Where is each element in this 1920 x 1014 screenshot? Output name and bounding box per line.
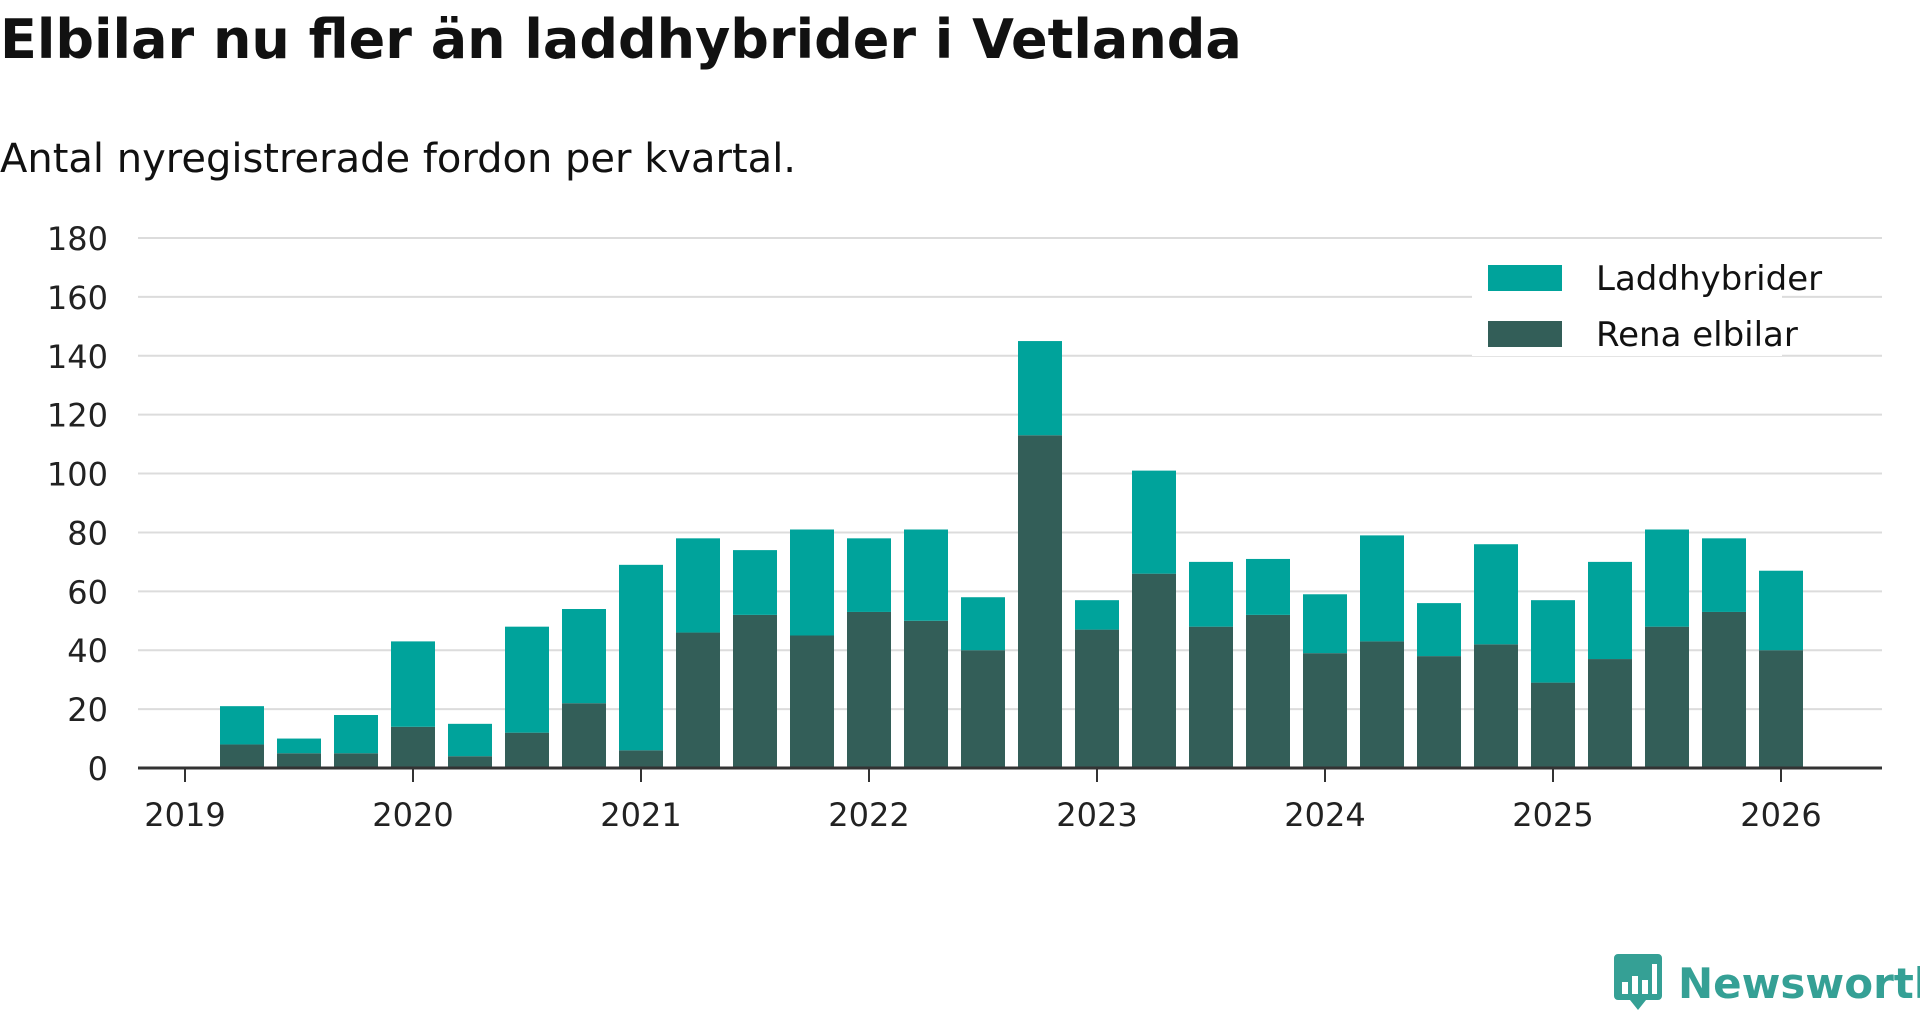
y-tick-label: 180 [47,220,108,258]
bar-rena-elbilar [1132,573,1176,768]
bar-laddhybrider [1360,535,1404,642]
bar-laddhybrider [1702,538,1746,612]
x-tick-label: 2020 [372,796,453,834]
bar-rena-elbilar [334,753,378,768]
bar-rena-elbilar [1588,659,1632,768]
bar-rena-elbilar [1360,641,1404,768]
x-tick-label: 2019 [144,796,225,834]
bar-rena-elbilar [733,614,777,768]
bar-laddhybrider [1759,570,1803,651]
stacked-bar-chart: 0 20 40 60 80 100 120 140 160 180 2019 2020 2021 2022… [47,220,1882,834]
bar-rena-elbilar [1303,653,1347,768]
bar-rena-elbilar [562,703,606,768]
bar-rena-elbilar [1645,626,1689,768]
bar-laddhybrider [1588,561,1632,660]
bar-rena-elbilar [448,756,492,768]
bar-laddhybrider [1132,470,1176,574]
bar-rena-elbilar [220,744,264,768]
bar-laddhybrider [904,529,948,621]
y-tick-label: 60 [67,573,108,611]
bar-laddhybrider [448,723,492,757]
bar-chart-speech-bubble-icon [1614,954,1662,1010]
bar-laddhybrider [1246,558,1290,615]
bar-rena-elbilar [1702,611,1746,768]
y-tick-label: 100 [47,456,108,494]
bar-rena-elbilar [505,732,549,768]
bar-rena-elbilar [1189,626,1233,768]
x-tick-label: 2025 [1512,796,1593,834]
bar-rena-elbilar [904,620,948,768]
bar-laddhybrider [1474,544,1518,645]
bar-rena-elbilar [1018,435,1062,768]
y-tick-label: 40 [67,632,108,670]
bar-laddhybrider [562,609,606,704]
bar-rena-elbilar [1474,644,1518,768]
legend-label: Rena elbilar [1596,315,1798,355]
x-tick-label: 2023 [1056,796,1137,834]
legend-label: Laddhybrider [1596,259,1822,299]
bar-rena-elbilar [1531,682,1575,768]
bar-laddhybrider [1303,594,1347,654]
bar-laddhybrider [1075,600,1119,630]
newsworthy-logo-text: Newsworthy [1678,958,1920,1008]
bar-rena-elbilar [619,750,663,768]
bar-laddhybrider [1189,561,1233,627]
legend-swatch [1488,321,1562,347]
bar-laddhybrider [505,626,549,733]
bar-rena-elbilar [1246,614,1290,768]
bar-rena-elbilar [790,635,834,768]
bar-laddhybrider [676,538,720,633]
bar-laddhybrider [277,738,321,754]
bar-laddhybrider [733,550,777,615]
x-tick-label: 2022 [828,796,909,834]
bar-rena-elbilar [391,726,435,768]
bar-rena-elbilar [847,611,891,768]
x-tick-label: 2026 [1740,796,1821,834]
bar-laddhybrider [220,706,264,745]
y-tick-label: 160 [47,279,108,317]
x-tick-label: 2024 [1284,796,1365,834]
bar-laddhybrider [961,597,1005,651]
bar-laddhybrider [1645,529,1689,627]
y-tick-label: 140 [47,338,108,376]
bar-rena-elbilar [676,632,720,768]
bar-laddhybrider [334,715,378,754]
bar-laddhybrider [847,538,891,612]
chart-subtitle: Antal nyregistrerade fordon per kvartal. [0,136,797,182]
y-tick-label: 20 [67,691,108,729]
legend-swatch [1488,265,1562,291]
chart-title: Elbilar nu fler än laddhybrider i Vetlan… [0,8,1242,71]
bar-laddhybrider [1417,603,1461,657]
bar-laddhybrider [1018,341,1062,436]
bar-rena-elbilar [961,650,1005,768]
bar-rena-elbilar [1759,650,1803,768]
bar-laddhybrider [619,564,663,751]
x-tick-label: 2021 [600,796,681,834]
y-tick-label: 80 [67,514,108,552]
bar-rena-elbilar [1075,629,1119,768]
bar-laddhybrider [790,529,834,636]
bar-rena-elbilar [1417,656,1461,768]
bar-laddhybrider [1531,600,1575,683]
newsworthy-logo: Newsworthy [1612,952,1920,1014]
y-tick-label: 0 [88,750,108,788]
bar-laddhybrider [391,641,435,727]
y-tick-label: 120 [47,397,108,435]
bar-rena-elbilar [277,753,321,768]
